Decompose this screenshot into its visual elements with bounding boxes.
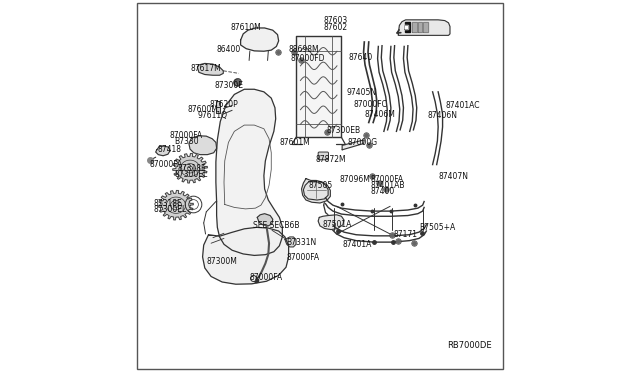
Text: 87406N: 87406N (427, 110, 457, 120)
Polygon shape (303, 182, 328, 200)
Text: 87603: 87603 (324, 16, 348, 25)
Polygon shape (197, 63, 223, 75)
Text: 87602: 87602 (324, 23, 348, 32)
Polygon shape (424, 22, 428, 32)
Text: SEE SECB6B: SEE SECB6B (253, 221, 300, 230)
Polygon shape (216, 101, 220, 107)
Text: 88698M: 88698M (289, 45, 319, 54)
Text: 87401AC: 87401AC (445, 101, 480, 110)
Polygon shape (159, 190, 193, 220)
Text: 87407N: 87407N (438, 172, 468, 181)
Text: 87401AB: 87401AB (371, 181, 406, 190)
Text: 87000FA: 87000FA (371, 175, 404, 184)
Text: 87000FA: 87000FA (170, 131, 202, 140)
Text: 87318E: 87318E (178, 164, 207, 173)
Text: 87000FA: 87000FA (149, 160, 182, 169)
Text: 87000FA: 87000FA (250, 273, 283, 282)
Text: B7505+A: B7505+A (419, 223, 455, 232)
Polygon shape (216, 89, 282, 256)
Text: 87505: 87505 (309, 181, 333, 190)
Polygon shape (301, 179, 330, 203)
Polygon shape (241, 28, 278, 51)
Polygon shape (412, 22, 417, 32)
Text: 86400: 86400 (216, 45, 241, 54)
Text: 97611Q: 97611Q (197, 111, 227, 121)
Polygon shape (257, 214, 273, 226)
Text: 87617M: 87617M (190, 64, 221, 73)
Text: 87300EL: 87300EL (174, 170, 207, 179)
Polygon shape (189, 136, 216, 155)
Text: 97405N: 97405N (347, 89, 377, 97)
Text: RB7000DE: RB7000DE (447, 341, 492, 350)
Text: 87501A: 87501A (323, 220, 353, 229)
Text: B7331N: B7331N (286, 238, 316, 247)
Text: 87300M: 87300M (206, 257, 237, 266)
Text: 87318E: 87318E (153, 199, 182, 208)
Text: 87000FC: 87000FC (353, 100, 387, 109)
Text: B7330: B7330 (174, 137, 199, 146)
Polygon shape (285, 237, 296, 247)
Polygon shape (296, 36, 341, 137)
Polygon shape (318, 215, 344, 230)
Text: 87406M: 87406M (364, 109, 395, 119)
Text: 87620P: 87620P (209, 100, 238, 109)
Polygon shape (418, 22, 422, 32)
Text: 87000G: 87000G (348, 138, 378, 147)
Polygon shape (398, 20, 450, 35)
Polygon shape (156, 146, 170, 156)
Text: 87300E: 87300E (215, 81, 244, 90)
Text: 87300EB: 87300EB (326, 126, 361, 135)
Text: 87171: 87171 (393, 230, 417, 239)
Text: 87000FA: 87000FA (286, 253, 319, 263)
Polygon shape (216, 107, 220, 113)
Text: 87418: 87418 (157, 145, 182, 154)
Text: 87601M: 87601M (280, 138, 310, 147)
Text: 87300EL: 87300EL (153, 205, 186, 215)
Text: 87872M: 87872M (316, 155, 346, 164)
Polygon shape (203, 227, 289, 284)
Text: 87610M: 87610M (230, 23, 261, 32)
Polygon shape (173, 154, 207, 183)
FancyBboxPatch shape (318, 152, 328, 160)
Text: 87640: 87640 (349, 53, 373, 62)
Text: 87400: 87400 (371, 187, 396, 196)
Text: 87096M: 87096M (339, 175, 370, 184)
Text: 87600M: 87600M (188, 105, 219, 115)
Polygon shape (405, 22, 410, 32)
Polygon shape (342, 140, 364, 150)
Text: 87401A: 87401A (342, 240, 372, 249)
Polygon shape (404, 25, 408, 29)
Text: 87000FD: 87000FD (291, 54, 325, 63)
